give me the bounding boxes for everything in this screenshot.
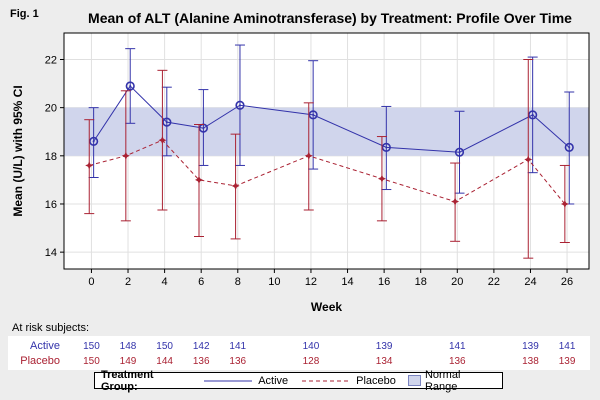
- legend-item-active: Active: [202, 375, 288, 387]
- x-tick-label: 4: [162, 276, 168, 288]
- risk-table-background: [8, 336, 590, 370]
- x-tick-label: 2: [125, 276, 131, 288]
- data-point-center: [458, 151, 461, 154]
- risk-value: 134: [376, 356, 393, 367]
- x-tick-label: 10: [268, 276, 280, 288]
- x-axis-label: Week: [311, 300, 342, 314]
- risk-table-title: At risk subjects:: [12, 322, 89, 334]
- data-point: [560, 200, 569, 208]
- x-tick-label: 16: [378, 276, 390, 288]
- data-point-center: [238, 104, 241, 107]
- data-point: [158, 136, 167, 145]
- risk-value: 148: [120, 341, 137, 352]
- y-tick-label: 16: [45, 199, 57, 211]
- x-tick-label: 0: [88, 276, 94, 288]
- series-active: [88, 44, 575, 205]
- risk-value: 136: [449, 356, 466, 367]
- data-point: [451, 197, 460, 206]
- data-point: [308, 110, 318, 120]
- legend-label-placebo: Placebo: [356, 374, 396, 387]
- risk-value: 141: [449, 341, 466, 352]
- data-point: [89, 136, 99, 146]
- legend-line-placebo-icon: [302, 380, 351, 381]
- risk-value: 150: [83, 356, 100, 367]
- data-point-center: [385, 146, 388, 149]
- data-point-center: [165, 121, 168, 124]
- data-point-center: [531, 113, 534, 116]
- series-line: [93, 85, 570, 153]
- data-point: [231, 181, 240, 190]
- x-tick-label: 26: [561, 276, 573, 288]
- data-point-center: [129, 84, 132, 87]
- y-tick-label: 22: [45, 54, 57, 66]
- y-tick-label: 14: [45, 247, 57, 259]
- data-point: [454, 147, 465, 157]
- normal-range-band: [64, 107, 589, 156]
- data-point: [121, 151, 130, 160]
- legend-swatch-icon: [407, 375, 421, 386]
- legend-title: Treatment Group:: [101, 368, 154, 393]
- risk-value: 150: [156, 341, 173, 352]
- data-point: [162, 117, 172, 127]
- data-point: [528, 110, 538, 120]
- risk-value: 128: [303, 356, 320, 367]
- data-point: [377, 174, 386, 183]
- series-placebo: [84, 58, 570, 259]
- data-point: [85, 161, 94, 170]
- data-point: [564, 142, 574, 152]
- risk-value: 136: [229, 356, 246, 367]
- legend: Treatment Group: Active Placebo Normal R…: [94, 369, 503, 393]
- data-point: [125, 81, 135, 91]
- x-tick-label: 14: [341, 276, 353, 288]
- legend-line-active-icon: [204, 380, 253, 381]
- risk-value: 140: [303, 341, 320, 352]
- risk-value: 141: [559, 341, 576, 352]
- data-point: [524, 155, 533, 164]
- legend-label-active: Active: [258, 374, 289, 387]
- x-tick-label: 20: [451, 276, 463, 288]
- risk-value: 150: [83, 341, 100, 352]
- risk-value: 139: [522, 341, 539, 352]
- chart-title: Mean of ALT (Alanine Aminotransferase) b…: [88, 10, 572, 26]
- figure-label: Fig. 1: [10, 8, 39, 20]
- data-point: [195, 175, 203, 184]
- data-point-center: [92, 140, 95, 143]
- series-line: [89, 139, 566, 205]
- data-point: [381, 142, 391, 152]
- risk-value: 141: [229, 341, 246, 352]
- x-tick-label: 18: [415, 276, 427, 288]
- data-point-center: [568, 146, 571, 149]
- risk-row-label: Placebo: [20, 355, 60, 367]
- risk-value: 144: [156, 356, 173, 367]
- risk-value: 142: [193, 341, 210, 352]
- risk-value: 139: [559, 356, 576, 367]
- x-tick-label: 8: [235, 276, 241, 288]
- risk-value: 136: [193, 356, 210, 367]
- y-tick-label: 18: [45, 151, 57, 163]
- x-tick-label: 24: [524, 276, 536, 288]
- data-point: [304, 151, 313, 160]
- legend-label-normal-range: Normal Range: [424, 368, 461, 393]
- x-tick-label: 22: [488, 276, 500, 288]
- y-tick-label: 20: [45, 103, 57, 115]
- legend-item-placebo: Placebo: [300, 375, 396, 387]
- y-axis-label: Mean (U/L) with 95% CI: [11, 85, 25, 216]
- legend-item-normal-range: Normal Range: [407, 368, 490, 393]
- risk-value: 138: [522, 356, 539, 367]
- risk-row-label: Active: [30, 340, 60, 352]
- risk-value: 149: [120, 356, 137, 367]
- data-point: [235, 100, 245, 110]
- risk-value: 139: [376, 341, 393, 352]
- x-tick-label: 6: [198, 276, 204, 288]
- data-point-center: [312, 113, 315, 116]
- data-point-center: [202, 127, 205, 130]
- x-tick-label: 12: [305, 276, 317, 288]
- plot-border: [63, 32, 590, 270]
